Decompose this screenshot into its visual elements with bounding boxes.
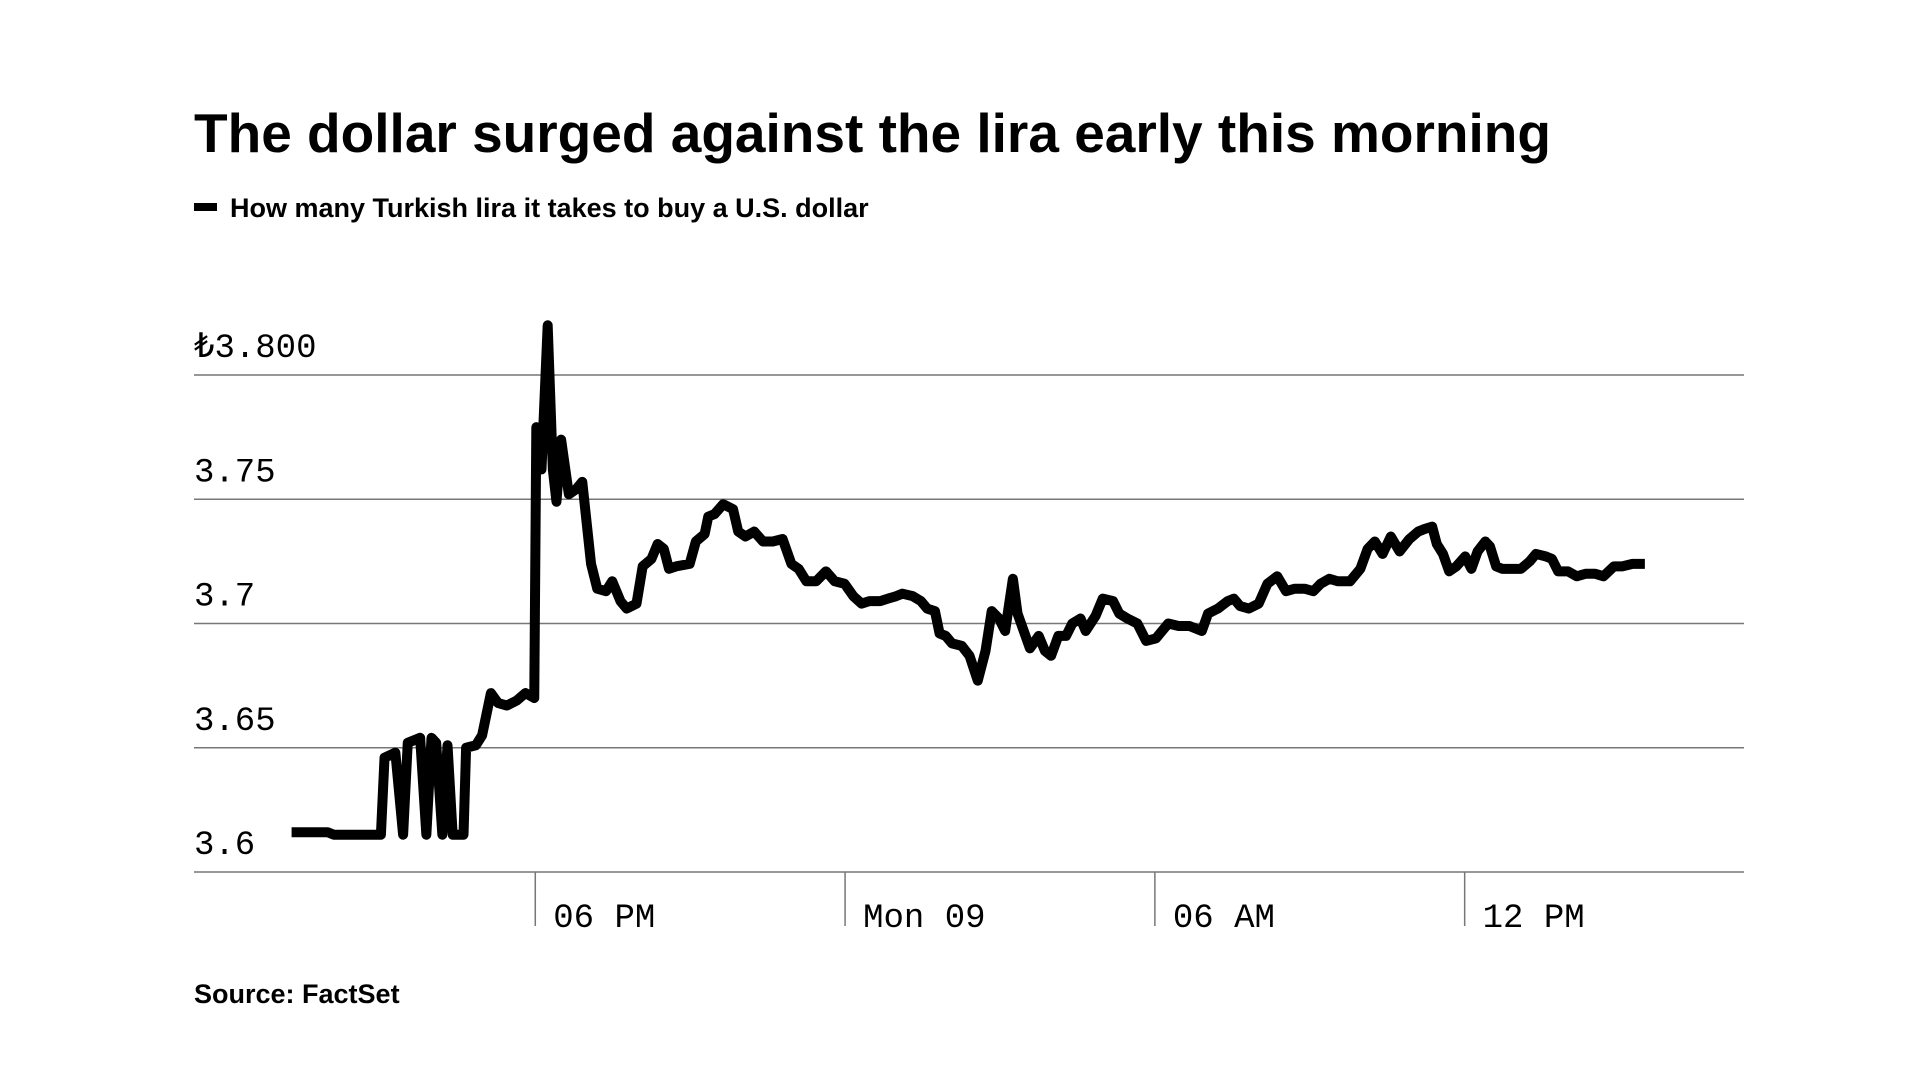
- x-tick-label: Mon 09: [863, 900, 985, 938]
- chart-title: The dollar surged against the lira early…: [194, 102, 1551, 164]
- legend-swatch: [194, 203, 217, 211]
- x-tick-label: 06 PM: [553, 900, 655, 938]
- y-tick-label: ₺3.800: [194, 330, 317, 368]
- y-tick-label: 3.7: [194, 579, 255, 617]
- y-tick-label: 3.75: [194, 454, 276, 492]
- series-line: [291, 320, 1645, 840]
- y-tick-label: 3.65: [194, 703, 276, 741]
- y-tick-label: 3.6: [194, 827, 255, 865]
- x-tick-label: 12 PM: [1483, 900, 1585, 938]
- x-tick-label: 06 AM: [1173, 900, 1275, 938]
- legend-label: How many Turkish lira it takes to buy a …: [230, 193, 869, 223]
- source: Source: FactSet: [194, 979, 400, 1009]
